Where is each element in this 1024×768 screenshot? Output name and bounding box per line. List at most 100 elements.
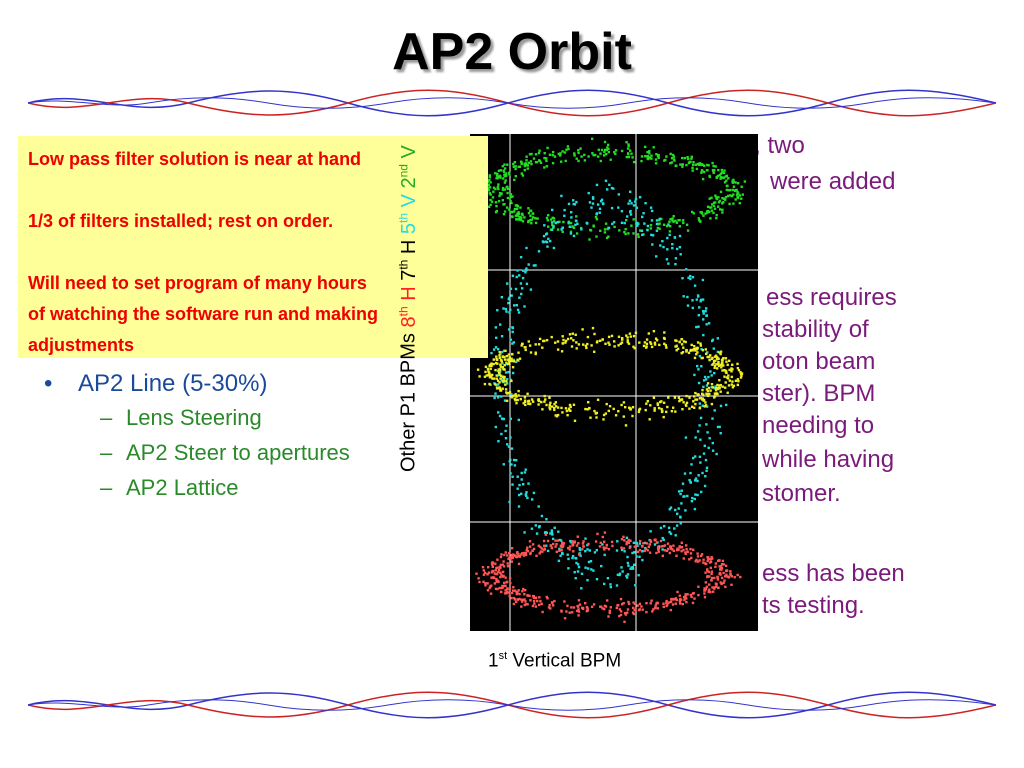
scatter-point [726,391,729,394]
scatter-point [600,564,603,568]
scatter-point [511,353,514,356]
scatter-point [710,570,714,573]
scatter-point [598,545,602,548]
scatter-point [562,220,565,224]
scatter-point [543,152,546,155]
scatter-point [554,405,558,408]
scatter-point [602,413,606,417]
scatter-point [584,602,587,605]
scatter-point [626,555,629,559]
scatter-point [509,436,512,439]
scatter-point [516,212,519,215]
scatter-point [591,326,595,330]
scatter-point [553,408,556,412]
scatter-point [619,597,623,601]
scatter-point [671,548,674,551]
scatter-point [524,553,528,557]
scatter-point [496,177,499,180]
scatter-point [619,613,623,617]
scatter-point [653,543,657,546]
scatter-point [628,406,631,409]
scatter-point [493,572,496,575]
right-text-line-6: ster). BPM [762,380,876,407]
scatter-point [627,232,630,235]
scatter-point [540,547,543,550]
scatter-point [497,169,501,172]
scatter-point [510,547,514,550]
scatter-point [597,148,600,151]
scatter-point [513,394,516,397]
scatter-point [662,544,665,548]
scatter-point [609,158,612,161]
scatter-point [560,610,563,613]
scatter-point [516,551,519,554]
scatter-point [626,576,629,579]
scatter-point [686,550,689,553]
scatter-point [523,168,526,172]
right-text-line-11: ts testing. [762,592,865,619]
scatter-point [719,177,722,180]
scatter-point [690,556,693,560]
scatter-point [691,592,695,595]
scatter-point [680,541,683,544]
scatter-point [682,548,685,552]
scatter-point [512,554,515,557]
scatter-point [719,190,723,193]
scatter-point [633,551,636,554]
scatter-point [501,575,505,578]
scatter-point [489,585,492,588]
scatter-point [640,605,643,608]
scatter-point [529,552,532,556]
scatter-point [724,369,728,373]
scatter-point [554,539,557,542]
scatter-point [685,348,688,352]
scatter-point [703,589,706,592]
scatter-point [564,339,568,343]
scatter-point [527,263,530,266]
scatter-point [617,206,620,209]
scatter-point [634,197,638,201]
scatter-point [488,382,491,386]
scatter-point [650,599,653,602]
scatter-point [730,370,733,373]
scatter-point [716,425,720,429]
scatter-point [499,368,502,371]
scatter-point [732,193,735,196]
scatter-point [688,396,691,399]
scatter-point [704,310,707,313]
scatter-point [658,217,661,221]
scatter-point [570,345,574,348]
scatter-point [504,383,507,386]
scatter-point [560,546,564,549]
scatter-point [540,400,543,404]
scatter-point [696,555,700,558]
scatter-point [669,547,673,550]
scatter-point [706,569,709,573]
scatter-point [498,356,501,359]
scatter-point [632,541,636,544]
scatter-point [509,472,512,475]
scatter-point [631,406,635,409]
scatter-point [569,221,573,225]
scatter-point [698,306,701,309]
scatter-point [510,447,514,450]
scatter-point [631,567,635,570]
scatter-point [701,397,704,400]
scatter-point [696,162,699,166]
scatter-point [516,214,520,217]
scatter-point [681,277,684,280]
scatter-point [656,602,659,605]
scatter-point [507,298,510,301]
scatter-point [736,182,740,185]
scatter-point [523,164,527,168]
scatter-point [729,570,732,573]
scatter-point [678,225,681,228]
scatter-point [578,547,581,550]
scatter-point [649,206,653,209]
scatter-point [496,309,499,312]
scatter-point [606,188,609,191]
scatter-point [621,603,624,606]
scatter-point [680,502,683,505]
scatter-point [713,576,716,580]
scatter-point [604,412,607,415]
